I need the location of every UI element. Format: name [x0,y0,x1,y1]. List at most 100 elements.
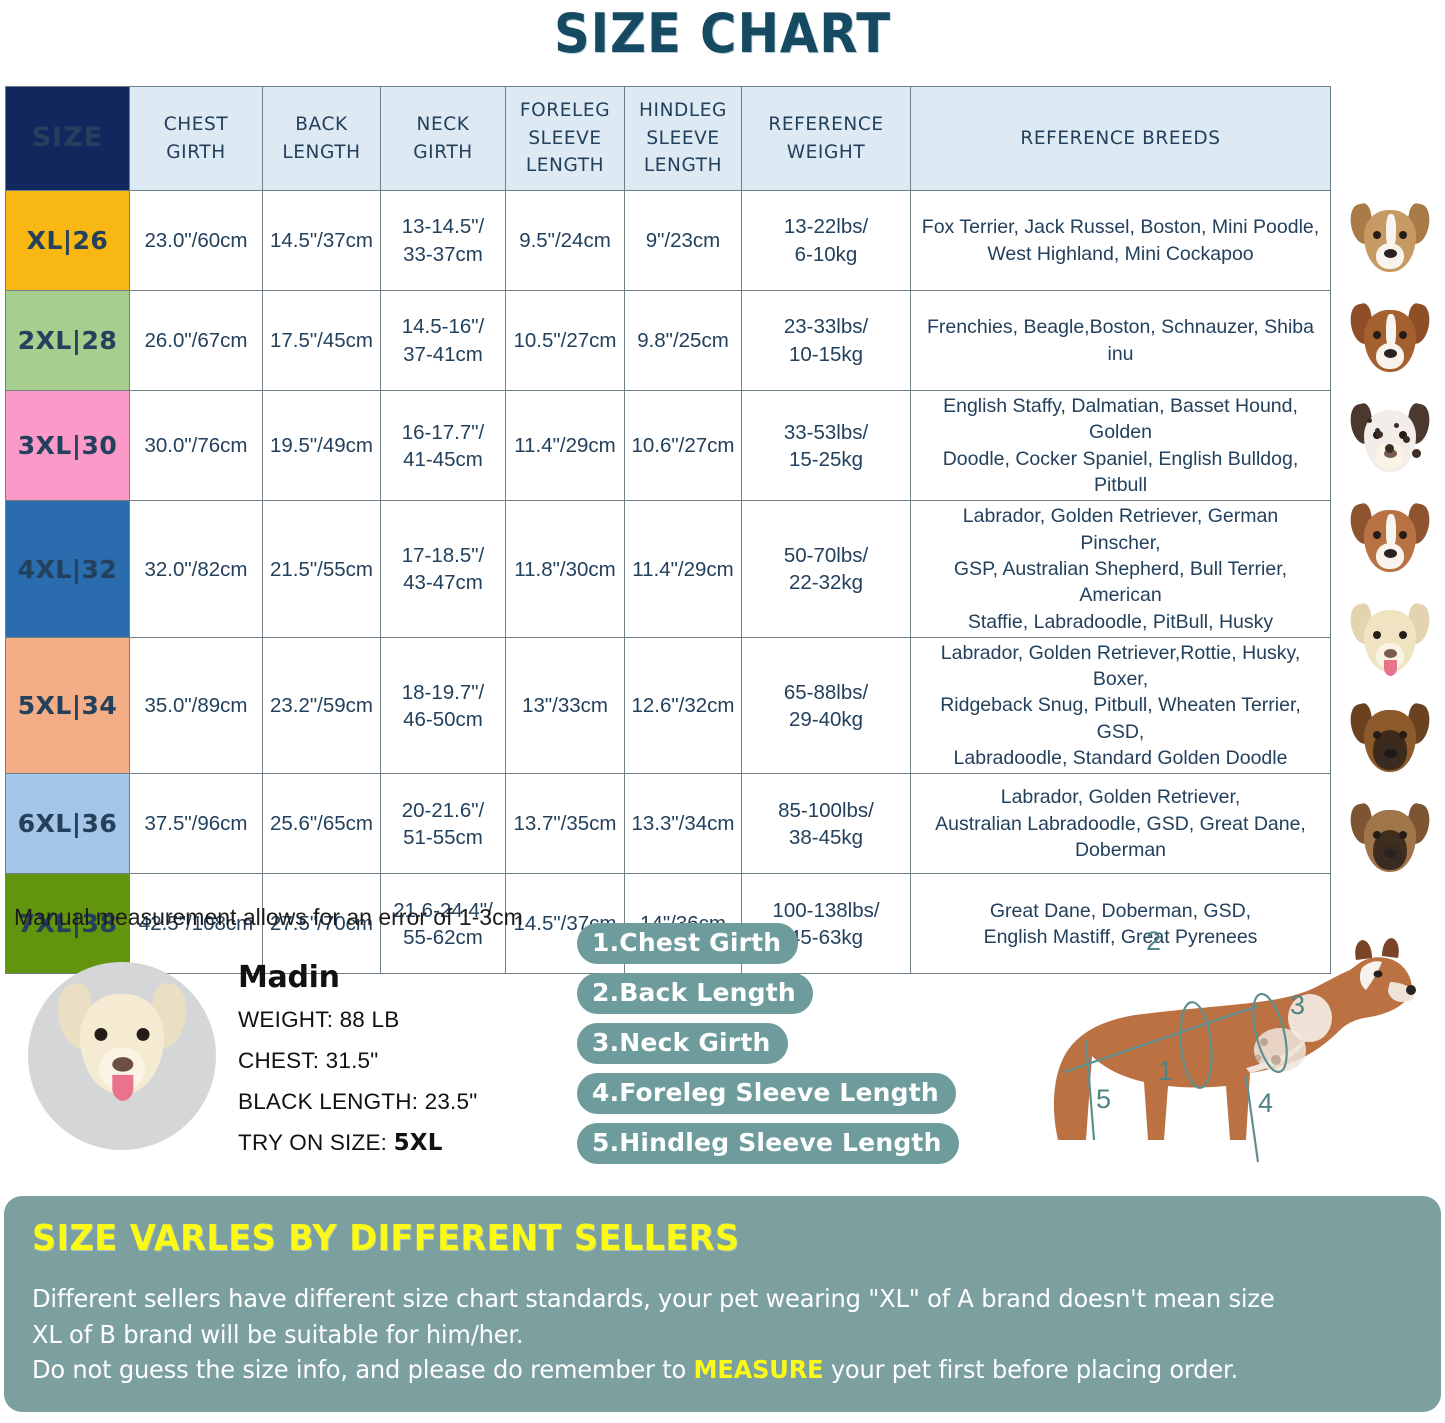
measurement-pill-2: 2.Back Length [577,973,813,1014]
banner-line-3-post: your pet first before placing order. [823,1355,1239,1384]
measurement-pill-row: 1.Chest Girth [577,923,959,973]
cell-hindleg-sleeve-length: 9"/23cm [624,190,742,291]
cell-line: 23.2"/59cm [269,694,373,718]
cell-line: 9"/23cm [645,228,721,252]
header-line: FORELEG [519,99,611,121]
cell-neck-girth: 17-18.5"/ 43-47cm [380,500,506,638]
cell-reference-weight: 50-70lbs/22-32kg [741,500,911,638]
cell-foreleg-sleeve-length: 13.7"/35cm [505,773,625,875]
cell-line: 51-55cm [403,825,483,849]
cell-line: 11.4"/29cm [514,434,616,458]
cell-line: 33-53lbs/ [783,420,869,444]
cell-reference-weight: 65-88lbs/29-40kg [741,636,911,775]
cell-line: 32.0"/82cm [144,557,248,581]
cell-line: Labrador, Golden Retriever, German Pinsc… [962,505,1279,554]
cell-line: 17-18.5"/ [401,543,485,567]
cell-reference-weight: 85-100lbs/38-45kg [741,773,911,875]
pet-back-length: BLACK LENGTH: 23.5" [238,1089,478,1114]
cell-line: 4XL|32 [17,554,118,584]
banner-line-2: XL of B brand will be suitable for him/h… [32,1319,524,1349]
header-line: LENGTH [282,141,361,163]
measurement-legend: 1.Chest Girth 2.Back Length 3.Neck Girth 4.… [577,923,959,1173]
cell-line: 6-10kg [794,242,858,266]
try-on-size: 5XL [393,1130,443,1156]
pet-profile: Madin WEIGHT: 88 LB CHEST: 31.5" BLACK L… [238,960,568,1171]
cell-line: Frenchies, Beagle,Boston, Schnauzer, Shi… [927,316,1314,365]
table-row: 5XL|34 35.0"/89cm 23.2"/59cm 18-19.7"/ 46-50… [5,636,1331,775]
cell-back-length: 23.2"/59cm [262,636,381,775]
header-size: SIZE [5,86,130,191]
header-line: NECK [416,113,470,135]
size-table: SIZE CHEST GIRTH BACK LENGTH NECK GIRTH [5,86,1331,975]
cell-reference-weight: 13-22lbs/6-10kg [741,190,911,291]
cell-line: 13.7"/35cm [513,812,617,836]
cell-neck-girth: 14.5-16"/ 37-41cm [380,290,506,391]
measurement-pill-1: 1.Chest Girth [577,923,799,964]
cell-line: Australian Labradoodle, GSD, Great Dane, [935,812,1306,835]
header-reference-breeds: REFERENCE BREEDS [910,86,1331,191]
size-badge-5xl-34: 5XL|34 [5,636,130,775]
cell-line: 9.8"/25cm [637,328,729,352]
cell-line: 5XL|34 [17,691,118,721]
dog-measurement-diagram: 2 3 1 4 5 [958,890,1445,1195]
cell-line: Staffie, Labradoodle, PitBull, Husky [967,610,1274,633]
cell-line: 13"/33cm [522,694,608,718]
banner-title: SIZE VARLES BY DIFFERENT SELLERS [32,1218,740,1259]
breed-thumbnail-american-staffie [1336,490,1444,590]
cell-chest-girth: 35.0"/89cm [129,636,263,775]
size-badge-2xl-28: 2XL|28 [5,290,130,391]
table-row: 7XL|38 42.5"/108cm 27.5"/70cm 21.6-24.4"/ 55… [5,873,1331,975]
measurement-pill-row: 3.Neck Girth [577,1023,959,1073]
page-title: SIZE CHART [553,2,892,65]
cell-line: 30.0"/76cm [144,434,248,458]
header-foreleg-sleeve-length: FORELEG SLEEVE LENGTH [505,86,625,191]
breed-thumbnail-labrador [1336,590,1444,690]
cell-line: 13-22lbs/ [783,215,869,239]
cell-reference-weight: 33-53lbs/15-25kg [741,389,911,502]
cell-line: 6XL|36 [17,809,118,839]
cell-line: 41-45cm [403,447,483,471]
diagram-label-2: 2 [1146,926,1161,956]
cell-line: 100-138lbs/ [772,898,880,922]
cell-line: 14.5-16"/ [401,315,485,339]
breed-thumbnail-dalmatian [1336,390,1444,490]
cell-neck-girth: 16-17.7"/ 41-45cm [380,389,506,502]
cell-line: GSP, Australian Shepherd, Bull Terrier, … [953,557,1288,607]
diagram-label-5: 5 [1096,1084,1111,1114]
cell-line: 42.5"/108cm [138,912,254,936]
cell-back-length: 21.5"/55cm [262,500,381,638]
measure-highlight: MEASURE [693,1355,824,1384]
dalmatian-face-icon [1347,394,1433,486]
header-line: LENGTH [643,155,723,177]
cell-line: 50-70lbs/ [783,543,869,567]
header-reference-weight: REFERENCE WEIGHT [741,86,911,191]
cell-line: 15-25kg [788,447,864,471]
cell-line: Doodle, Cocker Spaniel, English Bulldog,… [942,447,1299,496]
cell-line: 35.0"/89cm [144,694,248,718]
dog-illustration [1053,938,1416,1140]
measurement-guides [1063,992,1288,1163]
cell-foreleg-sleeve-length: 13"/33cm [505,636,625,775]
size-badge-6xl-36: 6XL|36 [5,773,130,875]
breed-thumbnail-german-shepherd [1336,690,1444,790]
diagram-label-1: 1 [1158,1056,1173,1086]
cell-line: 25.6"/65cm [269,812,373,836]
cell-line: 16-17.7"/ [401,420,485,444]
cell-line: 65-88lbs/ [783,680,869,704]
labrador-face-icon [52,968,192,1117]
pet-name: Madin [238,960,340,995]
measurement-pill-3: 3.Neck Girth [577,1023,788,1064]
cell-neck-girth: 20-21.6"/ 51-55cm [380,773,506,875]
cell-line: 18-19.7"/ [401,680,485,704]
cell-line: 22-32kg [788,571,864,595]
cell-line: English Staffy, Dalmatian, Basset Hound,… [943,395,1298,444]
cell-hindleg-sleeve-length: 12.6"/32cm [624,636,742,775]
cell-chest-girth: 30.0"/76cm [129,389,263,502]
cell-line: Doberman [1074,839,1167,862]
table-row: XL|26 23.0"/60cm 14.5"/37cm 13-14.5"/ 33-37c… [5,190,1331,291]
header-line: SLEEVE [646,127,720,149]
dog-diagram-svg: 2 3 1 4 5 [1053,926,1416,1163]
banner-line-3-pre: Do not guess the size info, and please d… [32,1355,694,1384]
american-staffie-face-icon [1347,494,1433,586]
